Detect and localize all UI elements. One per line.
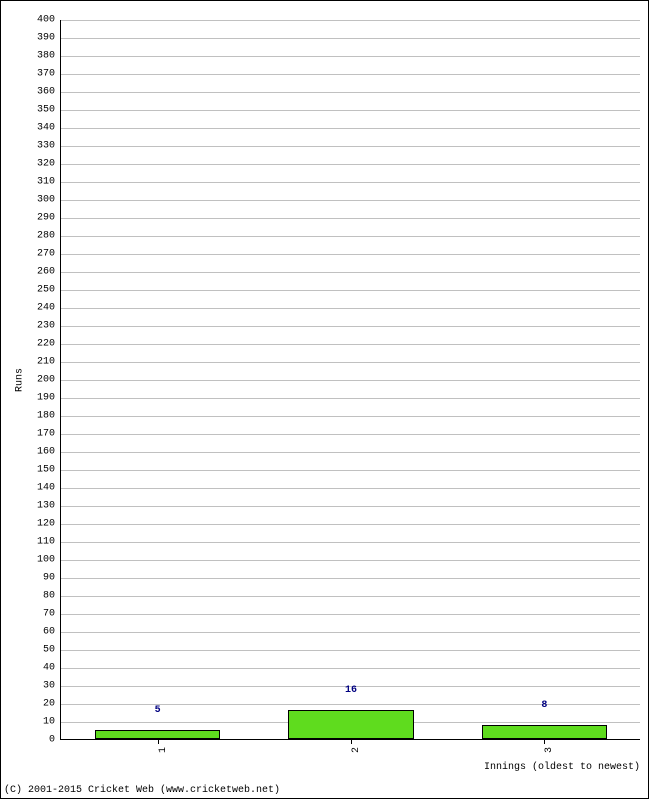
copyright-text: (C) 2001-2015 Cricket Web (www.cricketwe…: [4, 785, 280, 796]
y-tick-label: 0: [49, 735, 61, 746]
y-tick-label: 270: [37, 249, 61, 260]
grid-line: [61, 236, 640, 237]
grid-line: [61, 182, 640, 183]
y-tick-label: 210: [37, 357, 61, 368]
y-tick-label: 390: [37, 33, 61, 44]
y-tick-label: 150: [37, 465, 61, 476]
grid-line: [61, 380, 640, 381]
y-tick-label: 100: [37, 555, 61, 566]
y-tick-label: 250: [37, 285, 61, 296]
y-tick-label: 400: [37, 15, 61, 26]
grid-line: [61, 614, 640, 615]
y-tick-label: 50: [43, 645, 61, 656]
bar-value-label: 16: [345, 685, 357, 696]
grid-line: [61, 506, 640, 507]
bar: [482, 725, 608, 739]
y-tick-label: 60: [43, 627, 61, 638]
bar: [288, 710, 414, 739]
grid-line: [61, 488, 640, 489]
grid-line: [61, 650, 640, 651]
grid-line: [61, 632, 640, 633]
grid-line: [61, 74, 640, 75]
y-tick-label: 170: [37, 429, 61, 440]
x-tick-mark: [158, 739, 159, 744]
x-tick-label: 3: [544, 747, 555, 753]
y-tick-label: 240: [37, 303, 61, 314]
x-tick-mark: [351, 739, 352, 744]
y-tick-label: 20: [43, 699, 61, 710]
y-tick-label: 360: [37, 87, 61, 98]
grid-line: [61, 200, 640, 201]
bar: [95, 730, 221, 739]
grid-line: [61, 92, 640, 93]
y-tick-label: 290: [37, 213, 61, 224]
bar-value-label: 5: [155, 705, 161, 716]
y-tick-label: 180: [37, 411, 61, 422]
y-tick-label: 80: [43, 591, 61, 602]
grid-line: [61, 218, 640, 219]
grid-line: [61, 128, 640, 129]
grid-line: [61, 110, 640, 111]
y-tick-label: 340: [37, 123, 61, 134]
y-tick-label: 140: [37, 483, 61, 494]
y-tick-label: 310: [37, 177, 61, 188]
grid-line: [61, 398, 640, 399]
x-tick-mark: [544, 739, 545, 744]
y-tick-label: 330: [37, 141, 61, 152]
y-tick-label: 350: [37, 105, 61, 116]
y-tick-label: 130: [37, 501, 61, 512]
grid-line: [61, 416, 640, 417]
grid-line: [61, 668, 640, 669]
grid-line: [61, 290, 640, 291]
y-tick-label: 300: [37, 195, 61, 206]
y-tick-label: 370: [37, 69, 61, 80]
grid-line: [61, 56, 640, 57]
x-axis-label: Innings (oldest to newest): [484, 762, 640, 773]
grid-line: [61, 560, 640, 561]
y-tick-label: 30: [43, 681, 61, 692]
y-tick-label: 120: [37, 519, 61, 530]
y-tick-label: 220: [37, 339, 61, 350]
grid-line: [61, 326, 640, 327]
x-tick-label: 2: [351, 747, 362, 753]
y-tick-label: 160: [37, 447, 61, 458]
grid-line: [61, 308, 640, 309]
y-axis-label: Runs: [15, 368, 26, 392]
grid-line: [61, 578, 640, 579]
y-tick-label: 10: [43, 717, 61, 728]
y-tick-label: 190: [37, 393, 61, 404]
grid-line: [61, 704, 640, 705]
y-tick-label: 40: [43, 663, 61, 674]
y-tick-label: 200: [37, 375, 61, 386]
grid-line: [61, 542, 640, 543]
grid-line: [61, 434, 640, 435]
plot-area: 0102030405060708090100110120130140150160…: [60, 20, 640, 740]
grid-line: [61, 38, 640, 39]
y-tick-label: 110: [37, 537, 61, 548]
x-tick-label: 1: [158, 747, 169, 753]
grid-line: [61, 146, 640, 147]
grid-line: [61, 254, 640, 255]
grid-line: [61, 164, 640, 165]
grid-line: [61, 524, 640, 525]
grid-line: [61, 20, 640, 21]
y-tick-label: 90: [43, 573, 61, 584]
y-tick-label: 260: [37, 267, 61, 278]
grid-line: [61, 344, 640, 345]
grid-line: [61, 470, 640, 471]
grid-line: [61, 452, 640, 453]
y-tick-label: 380: [37, 51, 61, 62]
grid-line: [61, 596, 640, 597]
bar-value-label: 8: [541, 700, 547, 711]
grid-line: [61, 272, 640, 273]
y-tick-label: 280: [37, 231, 61, 242]
y-tick-label: 230: [37, 321, 61, 332]
y-tick-label: 320: [37, 159, 61, 170]
y-tick-label: 70: [43, 609, 61, 620]
grid-line: [61, 362, 640, 363]
